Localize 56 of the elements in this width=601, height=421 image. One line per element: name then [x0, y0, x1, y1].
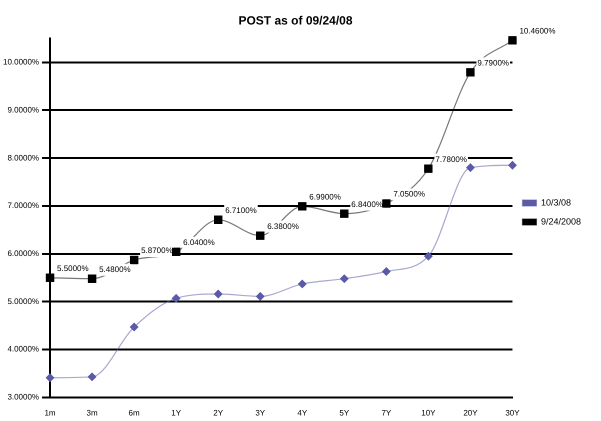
y-tick-label: 5.0000% [7, 296, 40, 306]
y-tick-label: 4.0000% [7, 344, 40, 354]
y-tick-label: 3.0000% [7, 392, 40, 402]
data-label: 6.7100% [225, 206, 257, 216]
data-label: 10.4600% [519, 26, 556, 36]
point [172, 248, 180, 256]
data-label: 9.7900% [477, 58, 510, 68]
data-label: 6.0400% [183, 238, 215, 248]
data-label: 7.7800% [435, 154, 467, 164]
point [214, 290, 222, 298]
y-tick-label: 9.0000% [7, 105, 40, 114]
data-label: 5.5000% [57, 264, 89, 273]
point [46, 374, 54, 382]
point [172, 294, 180, 302]
data-label: 6.3800% [267, 222, 299, 231]
y-tick-label: 6.0000% [7, 249, 40, 258]
x-tick-label: 5Y [339, 408, 350, 418]
x-tick-label: 30Y [505, 408, 520, 418]
point [214, 216, 222, 224]
x-tick-label: 10Y [421, 408, 436, 418]
x-tick-label: 20Y [463, 408, 478, 418]
x-tick-label: 1Y [171, 408, 182, 418]
y-tick-label: 8.0000% [7, 153, 40, 162]
point [508, 161, 517, 170]
data-label: 6.9900% [309, 192, 341, 202]
point [46, 274, 54, 282]
point [340, 274, 348, 283]
data-label: 7.0500% [393, 190, 425, 199]
x-tick-label: 1m [44, 408, 56, 418]
point [88, 274, 96, 283]
point [466, 68, 475, 77]
point [424, 164, 433, 173]
point [256, 292, 264, 300]
data-label: 5.4800% [99, 264, 131, 274]
point [382, 199, 390, 208]
y-tick-label: 10.0000% [3, 58, 40, 67]
point [298, 202, 306, 211]
point [424, 252, 432, 260]
point [88, 372, 96, 381]
x-tick-label: 4Y [297, 408, 308, 418]
y-tick-label: 7.0000% [7, 201, 40, 210]
point [130, 256, 138, 264]
point [382, 267, 390, 276]
chart-title: POST as of 09/24/08 [238, 14, 353, 28]
x-tick-label: 3Y [255, 408, 266, 418]
legend-label: 9/24/2008 [540, 216, 582, 226]
point [256, 231, 264, 240]
legend-label: 10/3/08 [540, 197, 571, 208]
x-tick-label: 7Y [381, 408, 392, 418]
x-tick-label: 3m [86, 408, 98, 418]
point [340, 209, 348, 218]
point [298, 280, 306, 288]
x-tick-label: 2Y [213, 408, 224, 418]
point [130, 322, 138, 332]
point [466, 164, 475, 172]
x-tick-label: 6m [128, 408, 140, 418]
